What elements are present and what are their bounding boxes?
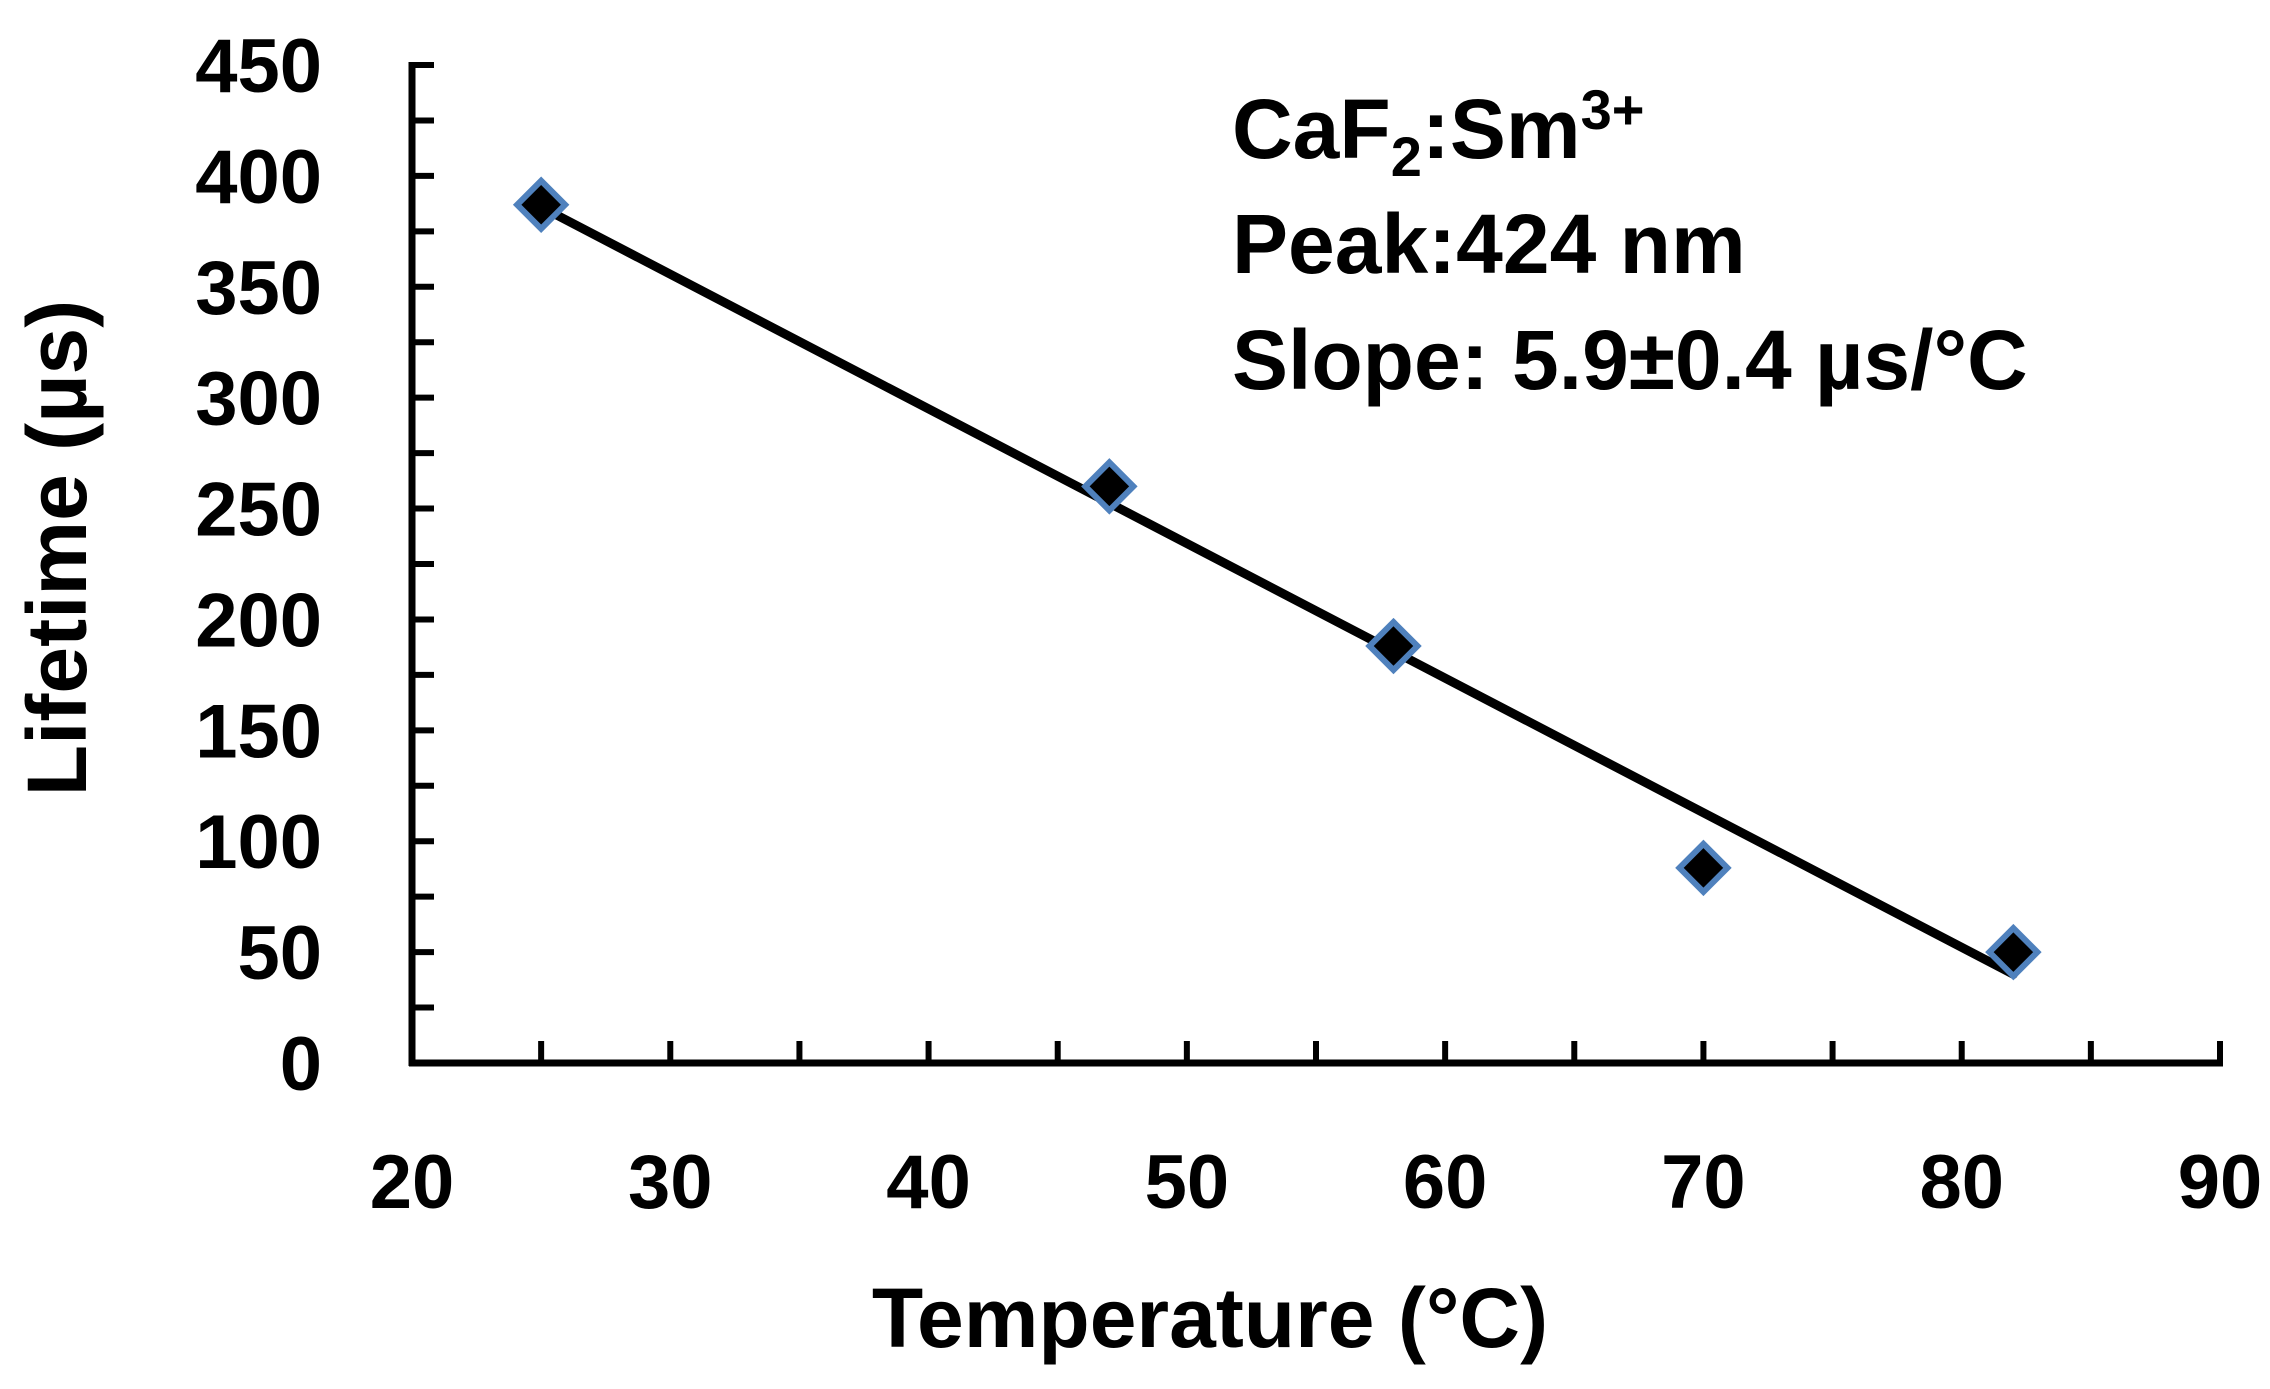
x-axis-label: Temperature (°C) [872, 1271, 1548, 1365]
fit-line [536, 202, 2018, 979]
y-tick-label: 50 [237, 911, 322, 996]
y-tick-label: 150 [195, 689, 322, 774]
data-point [1081, 458, 1138, 515]
axes: 0 50 100 150 200 250 300 350 400 450 20 30 40 50 60 70 8… [195, 24, 2262, 1225]
y-tick-label: 100 [195, 800, 322, 885]
material-superscript: 3+ [1580, 78, 1645, 141]
annotation-peak: Peak:424 nm [1232, 197, 1746, 291]
y-axis-label: Lifetime (µs) [10, 300, 104, 796]
y-tick-label: 300 [195, 357, 322, 442]
x-tick-label: 50 [1145, 1140, 1230, 1225]
data-point [1675, 839, 1732, 897]
x-tick-label: 40 [886, 1140, 971, 1225]
annotation-slope: Slope: 5.9±0.4 µs/°C [1232, 313, 2028, 407]
material-dopant-text: :Sm [1421, 82, 1581, 176]
material-base-text: CaF [1232, 82, 1391, 176]
fit-line-group [536, 202, 2018, 979]
data-point [1985, 923, 2042, 981]
x-tick-label: 70 [1661, 1140, 1746, 1225]
x-tick-label: 20 [370, 1140, 455, 1225]
material-subscript: 2 [1390, 124, 1422, 188]
data-point [512, 176, 570, 233]
x-tick-label: 30 [628, 1140, 713, 1225]
y-tick-label: 250 [195, 468, 322, 553]
annotation-material: CaF2:Sm3+ [1232, 82, 1644, 185]
x-tick-label: 80 [1919, 1140, 2004, 1225]
x-tick-label: 60 [1403, 1140, 1488, 1225]
y-tick-label: 350 [195, 246, 322, 331]
x-tick-label: 90 [2178, 1140, 2263, 1225]
y-tick-label: 200 [195, 578, 322, 663]
y-tick-label: 0 [280, 1022, 322, 1107]
data-points [512, 176, 2042, 981]
y-tick-label: 450 [195, 24, 322, 109]
y-tick-label: 400 [195, 135, 322, 220]
data-point [1365, 617, 1422, 675]
